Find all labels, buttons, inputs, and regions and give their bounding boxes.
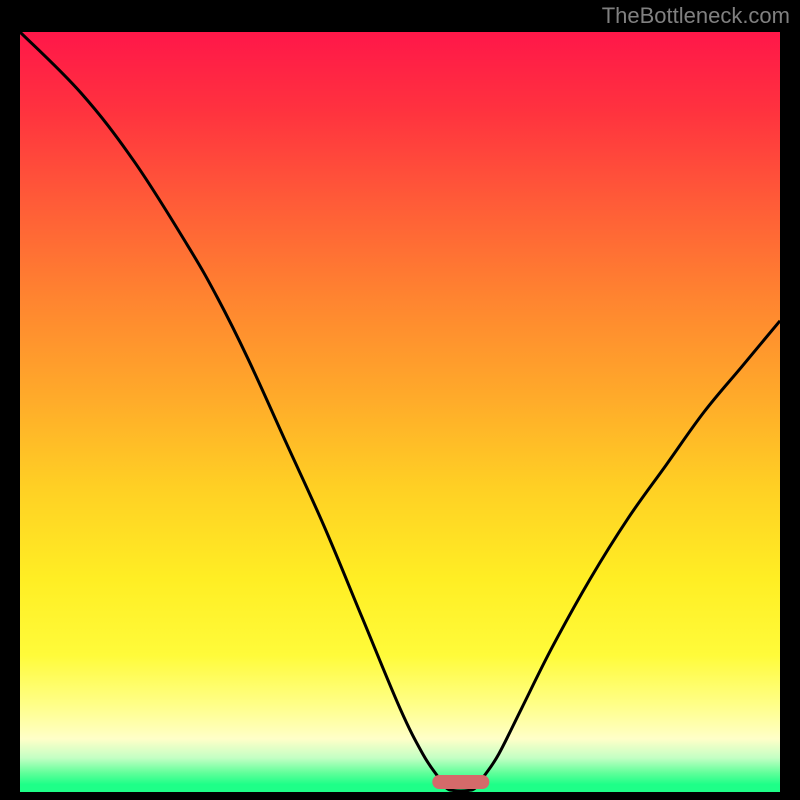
chart-wrapper: TheBottleneck.com line xyxy=(0,0,800,800)
chart-background xyxy=(20,32,780,792)
attribution-text: TheBottleneck.com xyxy=(602,0,790,32)
optimal-marker xyxy=(432,775,489,789)
bottleneck-chart xyxy=(20,32,780,792)
